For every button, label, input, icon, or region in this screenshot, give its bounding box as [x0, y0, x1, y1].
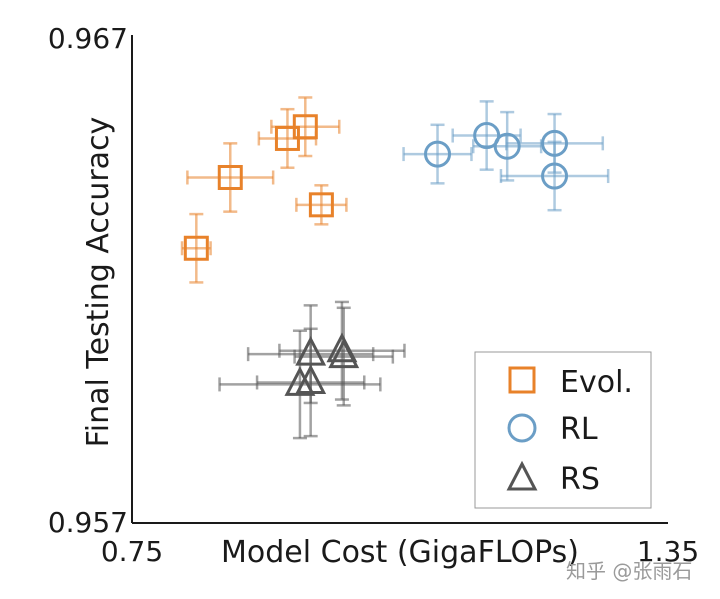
x-axis-title: Model Cost (GigaFLOPs)	[221, 535, 579, 570]
y-tick-label-bottom: 0.957	[48, 506, 128, 539]
data-markers	[183, 114, 569, 396]
legend-marker-rl	[507, 413, 537, 443]
x-tick-label-right: 1.35	[637, 535, 699, 568]
data-point-triangle-4	[295, 364, 327, 394]
error-bars	[180, 96, 610, 440]
y-axis-title: Final Testing Accuracy	[81, 117, 116, 448]
legend: Evol. RL RS	[474, 351, 652, 509]
legend-marker-rs	[506, 460, 538, 491]
data-point-triangle-0	[295, 335, 327, 366]
legend-marker-evol	[508, 366, 536, 394]
data-point-triangle-2	[328, 338, 360, 369]
legend-label-evol: Evol.	[560, 365, 633, 400]
watermark-text: 知乎 @张雨石	[566, 559, 692, 583]
data-point-circle-1	[473, 122, 501, 150]
data-point-circle-3	[541, 129, 569, 157]
data-point-circle-0	[424, 140, 452, 168]
y-tick-label-top: 0.967	[48, 22, 128, 55]
x-tick-label-left: 0.75	[101, 535, 163, 568]
data-point-circle-4	[541, 162, 569, 190]
data-point-triangle-3	[284, 366, 316, 396]
legend-box	[474, 351, 652, 509]
data-point-circle-2	[493, 132, 521, 160]
legend-label-rl: RL	[560, 412, 598, 447]
data-point-square-4	[308, 192, 334, 218]
data-point-square-3	[292, 114, 318, 140]
data-point-square-0	[183, 235, 209, 261]
data-point-square-1	[217, 164, 243, 190]
legend-label-rs: RS	[560, 462, 600, 497]
